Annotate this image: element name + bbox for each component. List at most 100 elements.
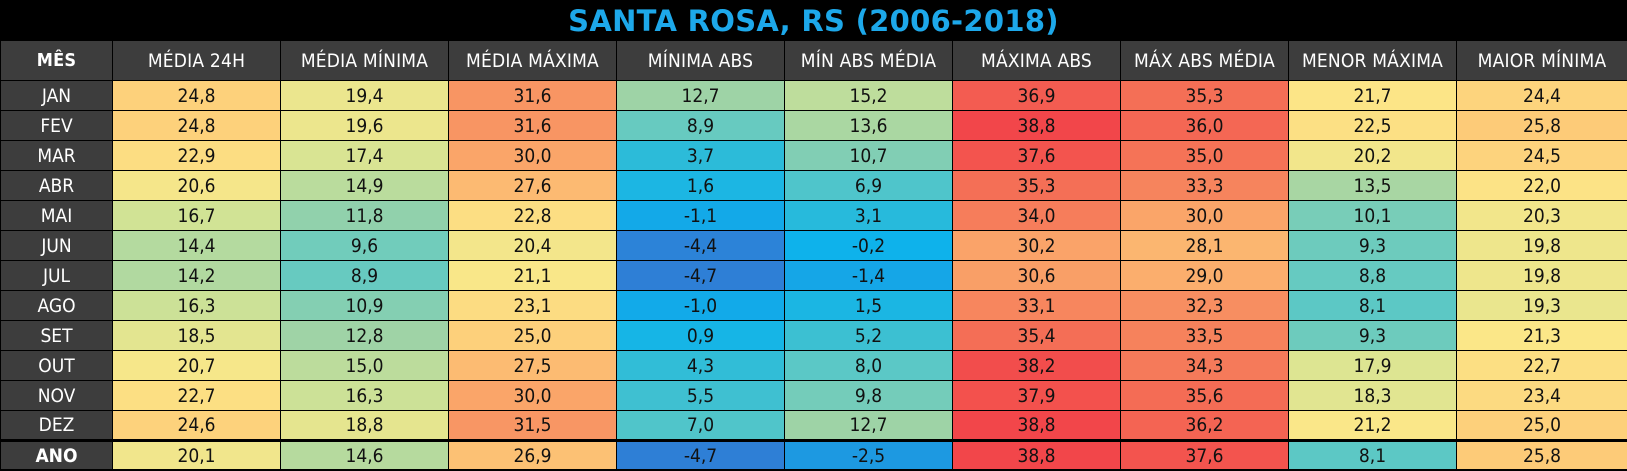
column-header-media-minima: MÉDIA MÍNIMA xyxy=(280,40,449,81)
column-header-maxima-abs: MÁXIMA ABS xyxy=(952,40,1121,81)
cell-max-abs-media: 33,5 xyxy=(1120,320,1289,351)
cell-menor-maxima: 18,3 xyxy=(1288,380,1457,411)
cell-media-maxima: 31,6 xyxy=(448,80,617,111)
cell-media-24h: 16,3 xyxy=(112,290,281,321)
cell-minima-abs: -4,7 xyxy=(616,260,785,291)
cell-menor-maxima: 20,2 xyxy=(1288,140,1457,171)
cell-media-24h: 20,6 xyxy=(112,170,281,201)
cell-max-abs-media: 33,3 xyxy=(1120,170,1289,201)
table-row-mar: MAR 22,9 17,4 30,0 3,7 10,7 37,6 35,0 20,2 24,5 xyxy=(0,140,1627,171)
cell-media-maxima: 21,1 xyxy=(448,260,617,291)
cell-menor-maxima: 17,9 xyxy=(1288,350,1457,381)
row-label: AGO xyxy=(0,290,113,321)
cell-min-abs-media: 5,2 xyxy=(784,320,953,351)
cell-maxima-abs: 38,8 xyxy=(952,110,1121,141)
cell-menor-maxima: 9,3 xyxy=(1288,230,1457,261)
cell-minima-abs: 7,0 xyxy=(616,410,785,441)
cell-menor-maxima: 13,5 xyxy=(1288,170,1457,201)
cell-menor-maxima: 21,2 xyxy=(1288,410,1457,441)
climate-table: MÊS MÉDIA 24H MÉDIA MÍNIMA MÉDIA MÁXIMA MÍNI… xyxy=(0,40,1627,470)
table-row-nov: NOV 22,7 16,3 30,0 5,5 9,8 37,9 35,6 18,3 23,4 xyxy=(0,380,1627,411)
cell-media-minima: 12,8 xyxy=(280,320,449,351)
cell-maior-minima: 23,4 xyxy=(1456,380,1627,411)
cell-menor-maxima: 9,3 xyxy=(1288,320,1457,351)
cell-media-maxima: 20,4 xyxy=(448,230,617,261)
table-title: SANTA ROSA, RS (2006-2018) xyxy=(568,4,1059,38)
cell-minima-abs: 1,6 xyxy=(616,170,785,201)
cell-media-maxima: 31,5 xyxy=(448,410,617,441)
cell-media-minima: 9,6 xyxy=(280,230,449,261)
table-row-fev: FEV 24,8 19,6 31,6 8,9 13,6 38,8 36,0 22,5 25,8 xyxy=(0,110,1627,141)
cell-min-abs-media: 10,7 xyxy=(784,140,953,171)
cell-maior-minima: 20,3 xyxy=(1456,200,1627,231)
cell-maior-minima: 22,0 xyxy=(1456,170,1627,201)
column-header-max-abs-media: MÁX ABS MÉDIA xyxy=(1120,40,1289,81)
cell-minima-abs: -4,7 xyxy=(616,439,785,470)
row-label: ANO xyxy=(0,439,113,470)
table-row-set: SET 18,5 12,8 25,0 0,9 5,2 35,4 33,5 9,3 21,3 xyxy=(0,320,1627,351)
cell-media-minima: 14,6 xyxy=(280,439,449,470)
table-row-ago: AGO 16,3 10,9 23,1 -1,0 1,5 33,1 32,3 8,1 19,3 xyxy=(0,290,1627,321)
cell-max-abs-media: 29,0 xyxy=(1120,260,1289,291)
cell-maxima-abs: 35,4 xyxy=(952,320,1121,351)
cell-media-24h: 20,7 xyxy=(112,350,281,381)
row-label: OUT xyxy=(0,350,113,381)
cell-media-minima: 18,8 xyxy=(280,410,449,441)
cell-min-abs-media: -1,4 xyxy=(784,260,953,291)
cell-media-24h: 14,2 xyxy=(112,260,281,291)
row-label: ABR xyxy=(0,170,113,201)
cell-media-24h: 20,1 xyxy=(112,439,281,470)
cell-minima-abs: -1,0 xyxy=(616,290,785,321)
cell-minima-abs: 5,5 xyxy=(616,380,785,411)
cell-media-24h: 22,9 xyxy=(112,140,281,171)
row-label: MAR xyxy=(0,140,113,171)
cell-minima-abs: 12,7 xyxy=(616,80,785,111)
table-row-jan: JAN 24,8 19,4 31,6 12,7 15,2 36,9 35,3 21,7 24,4 xyxy=(0,80,1627,111)
cell-minima-abs: -4,4 xyxy=(616,230,785,261)
cell-maxima-abs: 36,9 xyxy=(952,80,1121,111)
cell-min-abs-media: 9,8 xyxy=(784,380,953,411)
cell-max-abs-media: 34,3 xyxy=(1120,350,1289,381)
cell-minima-abs: 3,7 xyxy=(616,140,785,171)
row-label: FEV xyxy=(0,110,113,141)
cell-media-24h: 16,7 xyxy=(112,200,281,231)
cell-maxima-abs: 38,8 xyxy=(952,410,1121,441)
row-label: JAN xyxy=(0,80,113,111)
cell-max-abs-media: 32,3 xyxy=(1120,290,1289,321)
column-header-maior-minima: MAIOR MÍNIMA xyxy=(1456,40,1627,81)
cell-media-maxima: 31,6 xyxy=(448,110,617,141)
cell-min-abs-media: -0,2 xyxy=(784,230,953,261)
cell-maior-minima: 25,8 xyxy=(1456,439,1627,470)
cell-media-maxima: 30,0 xyxy=(448,140,617,171)
cell-minima-abs: 8,9 xyxy=(616,110,785,141)
cell-maxima-abs: 33,1 xyxy=(952,290,1121,321)
cell-maior-minima: 19,8 xyxy=(1456,260,1627,291)
cell-max-abs-media: 28,1 xyxy=(1120,230,1289,261)
column-header-minima-abs: MÍNIMA ABS xyxy=(616,40,785,81)
cell-media-24h: 24,8 xyxy=(112,80,281,111)
cell-max-abs-media: 35,0 xyxy=(1120,140,1289,171)
cell-menor-maxima: 8,1 xyxy=(1288,290,1457,321)
cell-media-maxima: 30,0 xyxy=(448,380,617,411)
cell-min-abs-media: 15,2 xyxy=(784,80,953,111)
cell-menor-maxima: 8,1 xyxy=(1288,439,1457,470)
cell-min-abs-media: 13,6 xyxy=(784,110,953,141)
cell-maior-minima: 21,3 xyxy=(1456,320,1627,351)
table-row-jul: JUL 14,2 8,9 21,1 -4,7 -1,4 30,6 29,0 8,8 19,8 xyxy=(0,260,1627,291)
table-row-ano: ANO 20,1 14,6 26,9 -4,7 -2,5 38,8 37,6 8,1 25,8 xyxy=(0,439,1627,470)
cell-max-abs-media: 36,2 xyxy=(1120,410,1289,441)
cell-maxima-abs: 30,2 xyxy=(952,230,1121,261)
cell-maior-minima: 19,8 xyxy=(1456,230,1627,261)
cell-media-24h: 24,6 xyxy=(112,410,281,441)
column-header-min-abs-media: MÍN ABS MÉDIA xyxy=(784,40,953,81)
row-label: MAI xyxy=(0,200,113,231)
cell-menor-maxima: 22,5 xyxy=(1288,110,1457,141)
header-row: MÊS MÉDIA 24H MÉDIA MÍNIMA MÉDIA MÁXIMA MÍNI… xyxy=(0,40,1627,81)
cell-maxima-abs: 37,6 xyxy=(952,140,1121,171)
column-header-menor-maxima: MENOR MÁXIMA xyxy=(1288,40,1457,81)
cell-min-abs-media: 12,7 xyxy=(784,410,953,441)
row-label: JUN xyxy=(0,230,113,261)
cell-minima-abs: 4,3 xyxy=(616,350,785,381)
cell-maxima-abs: 35,3 xyxy=(952,170,1121,201)
